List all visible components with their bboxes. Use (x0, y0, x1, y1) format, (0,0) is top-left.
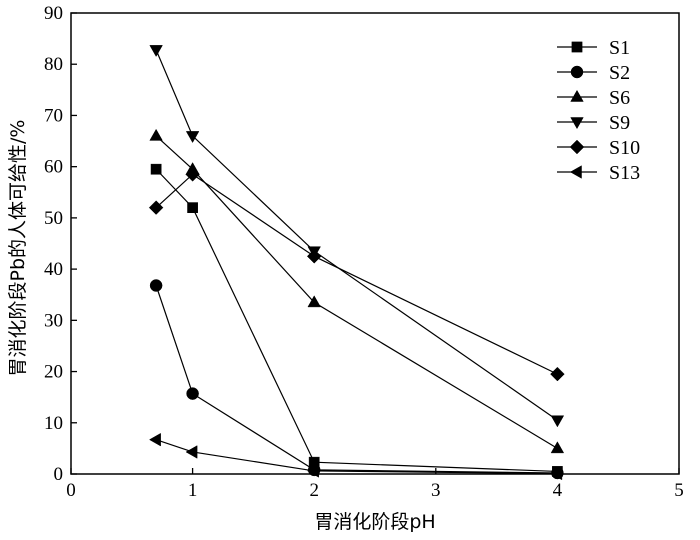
legend-marker (571, 41, 583, 53)
plot-frame (70, 12, 680, 475)
legend-label: S10 (609, 137, 640, 159)
data-point (185, 445, 198, 459)
x-tick-label: 5 (674, 480, 684, 501)
data-point (550, 441, 565, 454)
legend-item-S2: S2 (557, 62, 630, 84)
y-tick-label: 30 (44, 310, 63, 331)
data-point (185, 167, 200, 182)
data-point (149, 128, 163, 141)
data-point (307, 295, 321, 308)
data-point (149, 45, 163, 57)
data-point (307, 464, 319, 478)
data-point (185, 131, 200, 144)
data-point (148, 200, 164, 215)
x-axis-title: 胃消化阶段pH (314, 511, 435, 533)
y-tick-label: 80 (44, 54, 63, 75)
series-S13 (149, 432, 563, 481)
y-tick-label: 20 (44, 362, 63, 383)
data-point (186, 387, 199, 400)
legend-label: S6 (609, 87, 630, 109)
legend-item-S1: S1 (557, 37, 630, 59)
series-line (155, 49, 558, 421)
series-S1 (150, 163, 563, 477)
y-tick-label: 10 (44, 413, 63, 434)
legend-marker (569, 165, 582, 179)
series-S6 (149, 128, 565, 454)
legend-label: S9 (609, 112, 630, 134)
legend-marker (570, 89, 584, 102)
series-line (155, 168, 558, 473)
series-line (155, 173, 558, 375)
series-line (155, 135, 558, 449)
legend-item-S6: S6 (557, 87, 630, 109)
y-tick-label: 50 (44, 208, 63, 229)
y-axis-title: 胃消化阶段Pb的人体可给性/% (7, 120, 29, 377)
series-S9 (149, 45, 565, 428)
y-tick-label: 70 (44, 105, 63, 126)
legend-marker (569, 139, 585, 155)
legend-marker (570, 117, 584, 130)
series-layer (148, 45, 565, 481)
series-S10 (148, 167, 565, 382)
x-tick-label: 0 (66, 480, 76, 501)
x-tick-label: 4 (553, 480, 563, 501)
legend-marker (570, 65, 584, 79)
series-line (155, 285, 558, 474)
data-point (187, 202, 198, 213)
legend-item-S13: S13 (557, 162, 640, 184)
data-point (550, 366, 565, 382)
x-tick-label: 1 (188, 480, 198, 501)
y-tick-label: 90 (44, 3, 63, 24)
legend-label: S2 (609, 62, 630, 84)
y-tick-label: 0 (54, 464, 64, 485)
y-tick-label: 40 (44, 259, 63, 280)
legend-item-S9: S9 (557, 112, 630, 134)
x-tick-label: 2 (309, 480, 319, 501)
data-point (306, 249, 322, 264)
legend-label: S13 (609, 162, 640, 184)
x-tick-label: 3 (431, 480, 441, 501)
legend-label: S1 (609, 37, 630, 59)
legend: S1 S2 S6 S9 S10 S13 (557, 37, 640, 184)
legend-item-S10: S10 (557, 137, 640, 159)
y-tick-label: 60 (44, 157, 63, 178)
series-line (155, 439, 558, 475)
data-point (149, 432, 161, 447)
data-point (550, 466, 563, 481)
series-S2 (149, 279, 564, 480)
data-point (550, 415, 565, 428)
data-point (150, 163, 162, 175)
data-point (149, 279, 163, 292)
